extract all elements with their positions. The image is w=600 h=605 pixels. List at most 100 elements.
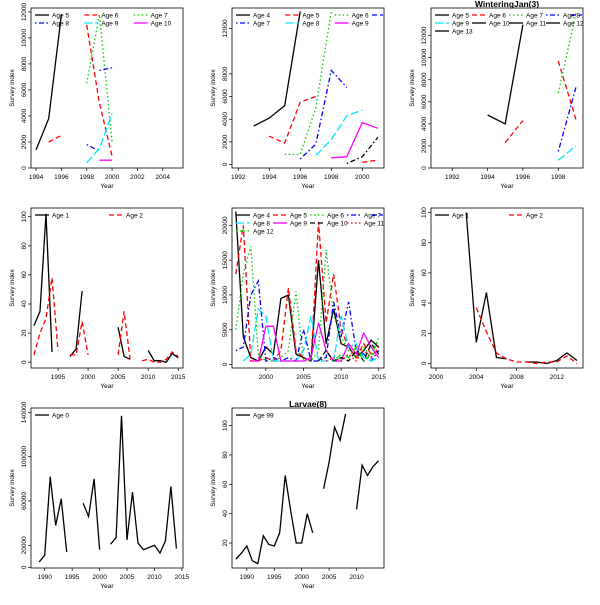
series-line-age-8	[99, 67, 113, 72]
y-axis-label: Survey index	[210, 68, 217, 106]
x-tick-label: 1998	[551, 174, 566, 181]
legend: Age 1 Age 2	[435, 212, 543, 219]
chart-panel-8: 1990 1995 2000 2005 2010 20 40 60 80 100 Year Surve…	[210, 399, 385, 590]
legend-label: Age 6	[327, 212, 344, 219]
series-line-age-7	[557, 13, 577, 94]
x-axis-label: Year	[301, 583, 315, 590]
legend-label: Age 11	[526, 20, 547, 27]
series-line-age-6	[504, 120, 524, 144]
series-line-age-2	[70, 321, 89, 356]
legend-label: Age 2	[526, 212, 543, 219]
legend-label: Age 10	[489, 20, 510, 27]
series-group	[253, 11, 379, 165]
series-line-age-0	[38, 476, 68, 563]
y-tick-label: 20	[21, 329, 28, 337]
x-tick-label: 2008	[509, 374, 524, 381]
legend-label: Age 8	[563, 12, 580, 19]
y-tick-label: 10000	[222, 286, 229, 304]
legend-label: Age 5	[452, 12, 469, 19]
legend-label: Age 5	[52, 12, 69, 19]
y-axis-label: Survey index	[9, 268, 16, 306]
plot-frame	[231, 407, 385, 569]
x-tick-label: 2000	[105, 174, 120, 181]
series-line-age-1	[69, 290, 83, 357]
series-line-age-5	[235, 221, 379, 362]
y-tick-label: 100000	[21, 445, 28, 467]
x-tick-label: 2002	[130, 174, 145, 181]
x-axis-label: Year	[100, 583, 114, 590]
y-tick-label: 8000	[222, 66, 229, 81]
legend-label: Age 12	[253, 228, 274, 235]
series-line-age-1	[465, 212, 507, 360]
series-line-age-8	[557, 87, 577, 152]
y-tick-label: 60	[222, 480, 229, 488]
legend-label: Age 9	[290, 220, 307, 227]
legend: Age 4 Age 5 Age 6 Age 7 Age 8 Age 9 Age 10 Age …	[236, 212, 385, 235]
y-tick-label: 60000	[21, 492, 28, 510]
y-axis-label: Survey index	[210, 268, 217, 306]
series-line-age-9	[331, 121, 379, 159]
y-tick-label: 0	[21, 565, 28, 569]
chart-panel-6: 2000 2004 2008 2012 0 20 40 60 80 100 Year Survey i…	[409, 207, 584, 390]
legend: Age 99	[236, 412, 274, 419]
plot-frame	[30, 7, 184, 169]
legend-label: Age 4	[253, 212, 270, 219]
legend-label: Age 9	[101, 20, 118, 27]
series-line-age-7	[235, 278, 380, 362]
plot-frame	[231, 207, 385, 369]
plot-frame	[430, 7, 584, 169]
y-tick-label: 0	[421, 361, 428, 365]
legend-label: Age 10	[151, 20, 172, 27]
series-line-unlabeled-7	[346, 136, 379, 165]
y-tick-label: 6000	[421, 94, 428, 109]
y-tick-label: 6000	[222, 89, 229, 104]
legend-label: Age 6	[352, 12, 369, 19]
x-tick-label: 1992	[445, 174, 460, 181]
legend-label: Age 4	[253, 12, 270, 19]
legend-label: Age 10	[327, 220, 348, 227]
y-tick-label: 0	[222, 162, 229, 166]
x-axis-label: Year	[500, 183, 514, 190]
legend-label: Age 99	[253, 412, 274, 419]
x-tick-label: 2000	[81, 374, 96, 381]
y-tick-label: 20	[421, 329, 428, 337]
legend-label: Age 7	[364, 212, 381, 219]
y-tick-label: 40	[21, 300, 28, 308]
series-line-age-6	[557, 60, 577, 120]
legend-label: Age 0	[52, 412, 69, 419]
x-tick-label: 2000	[92, 574, 107, 581]
y-tick-label: 100	[21, 211, 28, 222]
x-tick-label: 1998	[324, 174, 339, 181]
y-tick-label: 20000	[21, 536, 28, 554]
series-line-unlabeled-6	[362, 159, 378, 163]
series-line-age-0	[82, 478, 101, 550]
x-tick-label: 1996	[54, 174, 69, 181]
y-axis-label: Survey index	[409, 268, 416, 306]
legend: Age 5 Age 6 Age 7 Age 8 Age 9 Age 10	[35, 12, 172, 27]
x-tick-label: 2005	[120, 574, 135, 581]
y-tick-label: 2000	[421, 138, 428, 153]
x-tick-label: 2000	[294, 574, 309, 581]
legend-label: Age 7	[151, 12, 168, 19]
series-group	[35, 14, 113, 164]
series-group	[38, 415, 178, 563]
legend-label: Age 9	[452, 20, 469, 27]
y-tick-label: 2000	[222, 134, 229, 149]
y-tick-label: 80	[222, 451, 229, 459]
x-tick-label: 2000	[429, 374, 444, 381]
series-group	[33, 213, 179, 363]
x-tick-label: 2010	[147, 574, 162, 581]
y-tick-label: 4000	[222, 112, 229, 127]
y-axis-label: Survey index	[409, 68, 416, 106]
plot-frame	[430, 207, 584, 369]
series-line-age-6	[86, 24, 113, 157]
x-tick-label: 1995	[267, 574, 282, 581]
chart-title: WinteringJan(3)	[475, 0, 539, 9]
x-tick-label: 2004	[155, 174, 170, 181]
x-axis-label: Year	[100, 183, 114, 190]
y-tick-label: 100	[222, 420, 229, 431]
plot-frame	[231, 7, 385, 169]
chart-panel-4: 1995 2000 2005 2010 2015 0 20 40 60 80 100 Year Surv…	[9, 207, 186, 390]
x-tick-label: 2000	[259, 374, 274, 381]
series-line-age-99	[235, 475, 314, 565]
